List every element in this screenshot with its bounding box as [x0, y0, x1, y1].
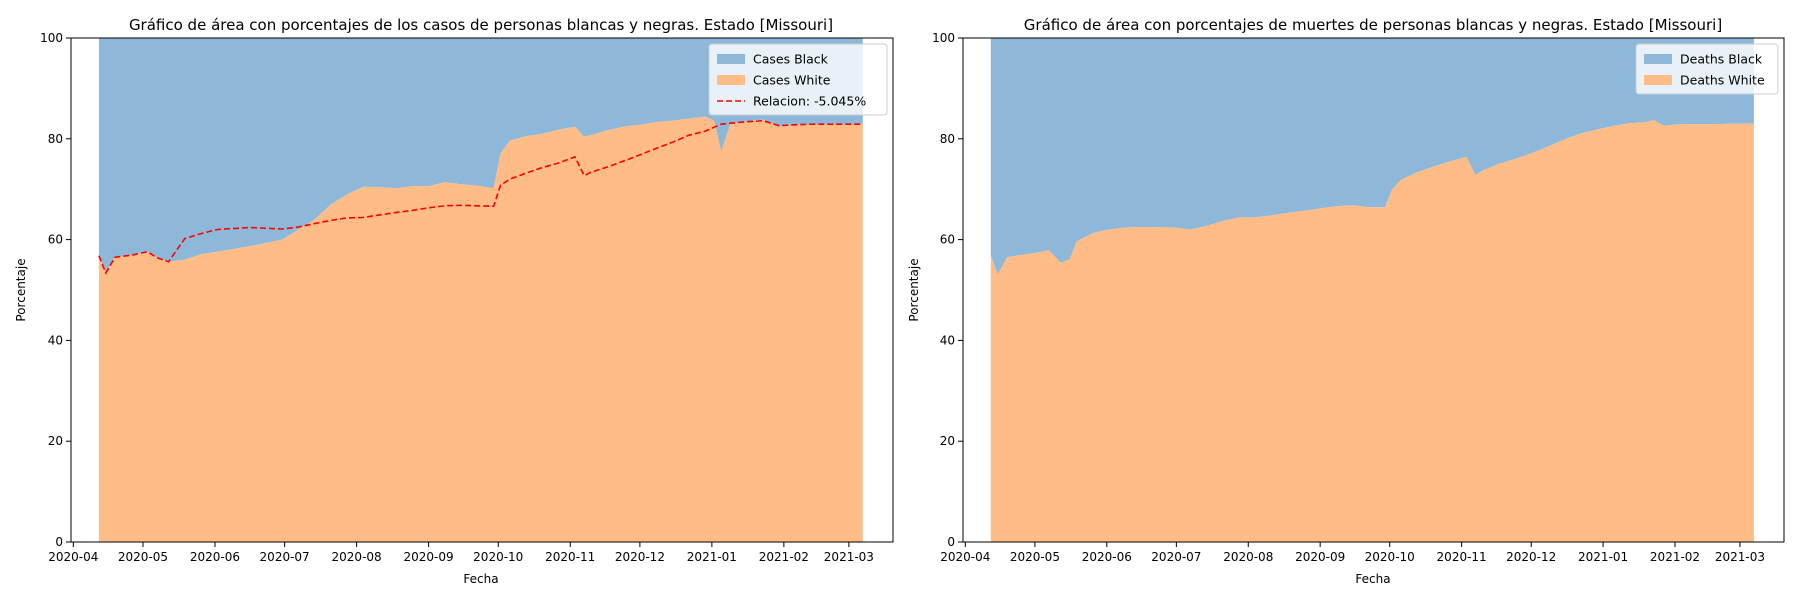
cases-plot-area: 0 20 40 60 80 100 2020-04 2020-05 2020-06 2020-07…	[40, 31, 894, 564]
deaths-legend: Deaths Black Deaths White	[1635, 43, 1779, 95]
deaths-legend-swatch-0	[1644, 54, 1672, 64]
deaths-y-tick-label-20: 20	[940, 434, 955, 448]
deaths-y-tick-label-60: 60	[940, 233, 955, 247]
cases-chart-panel: Gráfico de área con porcentajes de los c…	[14, 16, 894, 586]
cases-axes-frame	[70, 37, 894, 543]
deaths-legend-label-1: Deaths White	[1680, 73, 1765, 88]
deaths-axes-frame	[962, 37, 1785, 543]
deaths-y-tick-label-80: 80	[940, 132, 955, 146]
deaths-y-tick-label-40: 40	[940, 333, 955, 347]
cases-legend-swatch-1	[717, 75, 745, 85]
cases-x-tick-label-2020-04: 2020-04	[48, 550, 98, 564]
cases-chart-title: Gráfico de área con porcentajes de los c…	[129, 16, 833, 34]
cases-x-tick-label-2020-07: 2020-07	[260, 550, 310, 564]
cases-y-tick-label-40: 40	[48, 333, 63, 347]
cases-x-tick-label-2021-03: 2021-03	[824, 550, 874, 564]
deaths-chart-title: Gráfico de área con porcentajes de muert…	[1024, 16, 1722, 34]
cases-x-tick-label-2020-06: 2020-06	[190, 550, 240, 564]
deaths-x-tick-label-2020-06: 2020-06	[1082, 550, 1132, 564]
cases-x-tick-label-2020-05: 2020-05	[118, 550, 168, 564]
cases-x-tick-label-2021-01: 2021-01	[687, 550, 737, 564]
deaths-y-axis-label: Porcentaje	[907, 258, 921, 321]
deaths-x-tick-label-2020-12: 2020-12	[1506, 550, 1556, 564]
deaths-x-tick-label-2020-07: 2020-07	[1151, 550, 1201, 564]
cases-legend: Cases Black Cases White Relacion: -5.045%	[708, 43, 888, 116]
deaths-plot-area: 0 20 40 60 80 100 2020-04 2020-05 2020-06 2020-07…	[932, 31, 1785, 564]
cases-x-tick-label-2020-09: 2020-09	[404, 550, 454, 564]
deaths-legend-label-0: Deaths Black	[1680, 52, 1763, 67]
cases-y-tick-label-0: 0	[55, 535, 63, 549]
cases-black-area	[98, 38, 863, 273]
deaths-x-tick-label-2020-05: 2020-05	[1010, 550, 1060, 564]
cases-legend-label-0: Cases Black	[753, 52, 829, 67]
cases-legend-swatch-0	[717, 54, 745, 64]
cases-y-tick-label-60: 60	[48, 233, 63, 247]
deaths-x-tick-label-2020-04: 2020-04	[940, 550, 990, 564]
deaths-white-area	[990, 120, 1754, 542]
deaths-legend-swatch-1	[1644, 75, 1672, 85]
deaths-x-tick-label-2021-02: 2021-02	[1650, 550, 1700, 564]
deaths-x-tick-label-2021-03: 2021-03	[1715, 550, 1765, 564]
cases-y-tick-label-20: 20	[48, 434, 63, 448]
cases-x-tick-label-2020-11: 2020-11	[545, 550, 595, 564]
cases-legend-box	[708, 43, 888, 116]
cases-x-tick-label-2020-10: 2020-10	[473, 550, 523, 564]
deaths-y-tick-label-100: 100	[932, 31, 955, 45]
cases-x-tick-label-2021-02: 2021-02	[759, 550, 809, 564]
deaths-x-tick-label-2020-10: 2020-10	[1365, 550, 1415, 564]
cases-y-axis-label: Porcentaje	[14, 258, 28, 321]
cases-legend-label-2: Relacion: -5.045%	[753, 94, 866, 109]
deaths-chart-panel: Gráfico de área con porcentajes de muert…	[907, 16, 1785, 586]
cases-x-axis-label: Fecha	[463, 572, 498, 586]
deaths-x-tick-label-2021-01: 2021-01	[1578, 550, 1628, 564]
cases-ratio-line	[98, 119, 863, 275]
cases-y-tick-label-100: 100	[40, 31, 63, 45]
cases-y-tick-label-80: 80	[48, 132, 63, 146]
cases-white-area	[98, 116, 863, 542]
cases-x-tick-label-2020-12: 2020-12	[615, 550, 665, 564]
deaths-x-tick-label-2020-11: 2020-11	[1437, 550, 1487, 564]
deaths-y-tick-label-0: 0	[947, 535, 955, 549]
cases-x-tick-label-2020-08: 2020-08	[332, 550, 382, 564]
deaths-x-axis-label: Fecha	[1355, 572, 1390, 586]
deaths-x-tick-label-2020-08: 2020-08	[1223, 550, 1273, 564]
cases-legend-label-1: Cases White	[753, 73, 831, 88]
deaths-black-area	[990, 38, 1754, 275]
deaths-x-tick-label-2020-09: 2020-09	[1295, 550, 1345, 564]
